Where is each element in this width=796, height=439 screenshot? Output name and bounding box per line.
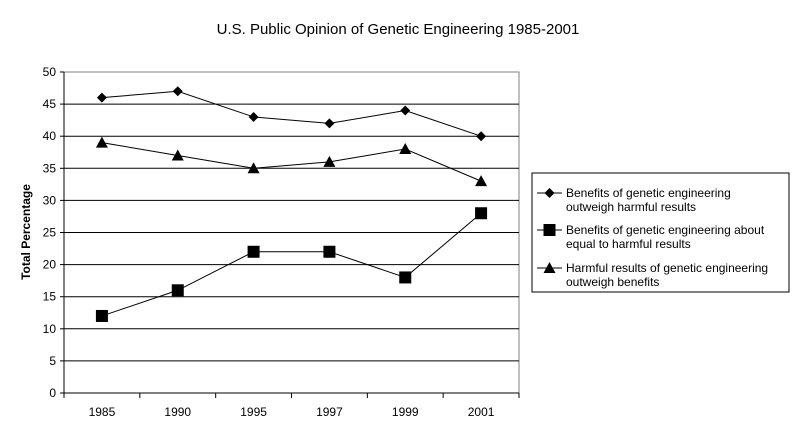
y-tick-label: 45 (43, 97, 57, 111)
data-point (323, 245, 336, 258)
data-point (248, 111, 259, 122)
x-tick-label: 1997 (316, 405, 343, 419)
legend-label: Benefits of genetic engineering outweigh … (566, 186, 731, 214)
y-tick-label: 5 (49, 354, 56, 368)
series-line (101, 142, 482, 182)
x-tick-label: 1990 (164, 405, 191, 419)
y-tick-label: 40 (43, 129, 57, 143)
data-point (476, 131, 487, 142)
series-line (101, 90, 482, 137)
legend-box (531, 172, 790, 293)
data-point (95, 136, 108, 148)
data-point (247, 245, 260, 258)
series-triangle (95, 136, 488, 187)
data-point (95, 309, 108, 322)
x-axis: 1985 1990 1995 1997 1999 2001 (63, 392, 520, 419)
data-point (475, 207, 488, 220)
grid-lines (64, 103, 519, 362)
y-tick-label: 15 (43, 290, 57, 304)
y-tick-label: 25 (43, 226, 57, 240)
y-tick-label: 50 (43, 65, 57, 79)
legend: Benefits of genetic engineering outweigh … (531, 172, 790, 293)
data-point (171, 284, 184, 297)
chart-title: U.S. Public Opinion of Genetic Engineeri… (217, 21, 580, 38)
y-tick-label: 0 (49, 386, 56, 400)
legend-entry: Harmful results of genetic engineering ou… (537, 261, 768, 289)
y-axis-title: Total Percentage (19, 184, 33, 280)
series-layer (95, 86, 488, 322)
y-axis: 0 5 10 15 20 25 30 35 40 45 50 (43, 65, 65, 400)
legend-marker (544, 188, 555, 198)
y-tick-label: 35 (43, 161, 57, 175)
legend-entry: Benefits of genetic engineering about equ… (537, 223, 765, 251)
series-diamond (96, 86, 487, 142)
data-point (96, 92, 107, 103)
legend-label: Harmful results of genetic engineering ou… (566, 261, 768, 289)
y-tick-label: 10 (43, 322, 57, 336)
y-tick-label: 20 (43, 258, 57, 272)
y-tick-label: 30 (43, 193, 57, 207)
x-tick-label: 1985 (89, 405, 116, 419)
data-point (399, 143, 412, 155)
x-tick-label: 1995 (240, 405, 267, 419)
data-point (323, 155, 336, 167)
data-point (399, 271, 412, 284)
data-point (171, 149, 184, 161)
data-point (172, 86, 183, 97)
data-point (400, 105, 411, 116)
series-line (101, 212, 482, 317)
data-point (324, 118, 335, 129)
legend-marker (543, 262, 556, 273)
x-tick-label: 1999 (392, 405, 419, 419)
data-point (247, 162, 260, 174)
legend-entry: Benefits of genetic engineering outweigh … (537, 186, 731, 214)
data-point (475, 175, 488, 187)
x-tick-label: 2001 (468, 405, 495, 419)
legend-label: Benefits of genetic engineering about equ… (566, 223, 765, 251)
legend-marker (543, 224, 556, 236)
series-square (95, 207, 488, 322)
